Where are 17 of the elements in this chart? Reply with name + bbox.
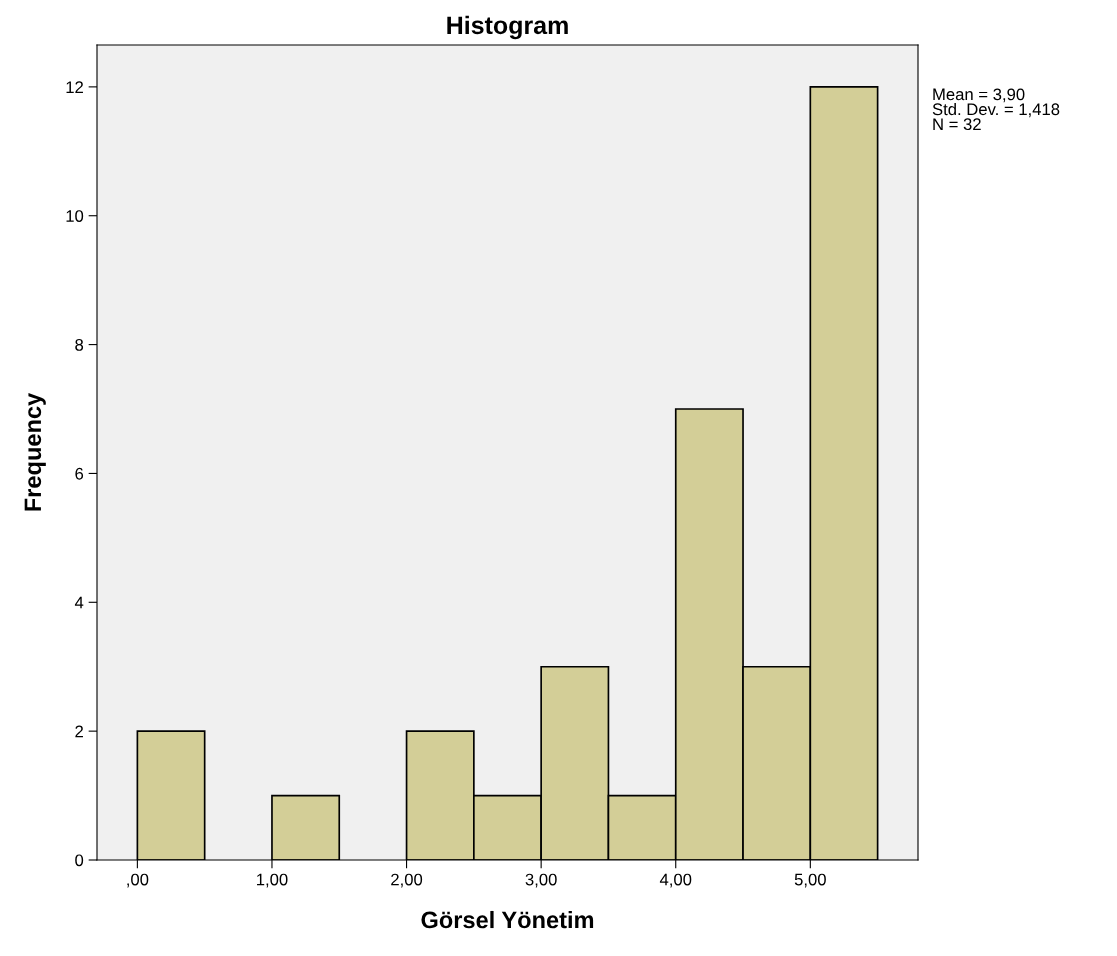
x-tick-label: 2,00 (391, 873, 423, 888)
x-tick-label: 3,00 (525, 873, 557, 888)
y-tick-label: 10 (66, 210, 84, 222)
x-axis-title: Görsel Yönetim (421, 910, 594, 929)
x-tick-label: 1,00 (257, 873, 288, 888)
x-tick-label: 4,00 (659, 873, 692, 888)
y-tick-label: 2 (75, 725, 83, 738)
y-axis-title: Frequency (24, 392, 46, 511)
y-tick-label: 12 (66, 81, 83, 93)
text: Mean = 3,90 Std. Dev. = 1,418 N = 32 (932, 88, 1060, 131)
x-tick-label: ,00 (127, 873, 149, 888)
y-tick-label: 0 (75, 854, 84, 867)
y-tick-label: 6 (75, 467, 84, 480)
y-tick-label: 4 (74, 596, 84, 609)
x-tick-label: 5,00 (794, 873, 826, 888)
y-tick-label: 8 (75, 338, 84, 351)
chart-title: Histogram (447, 15, 568, 40)
